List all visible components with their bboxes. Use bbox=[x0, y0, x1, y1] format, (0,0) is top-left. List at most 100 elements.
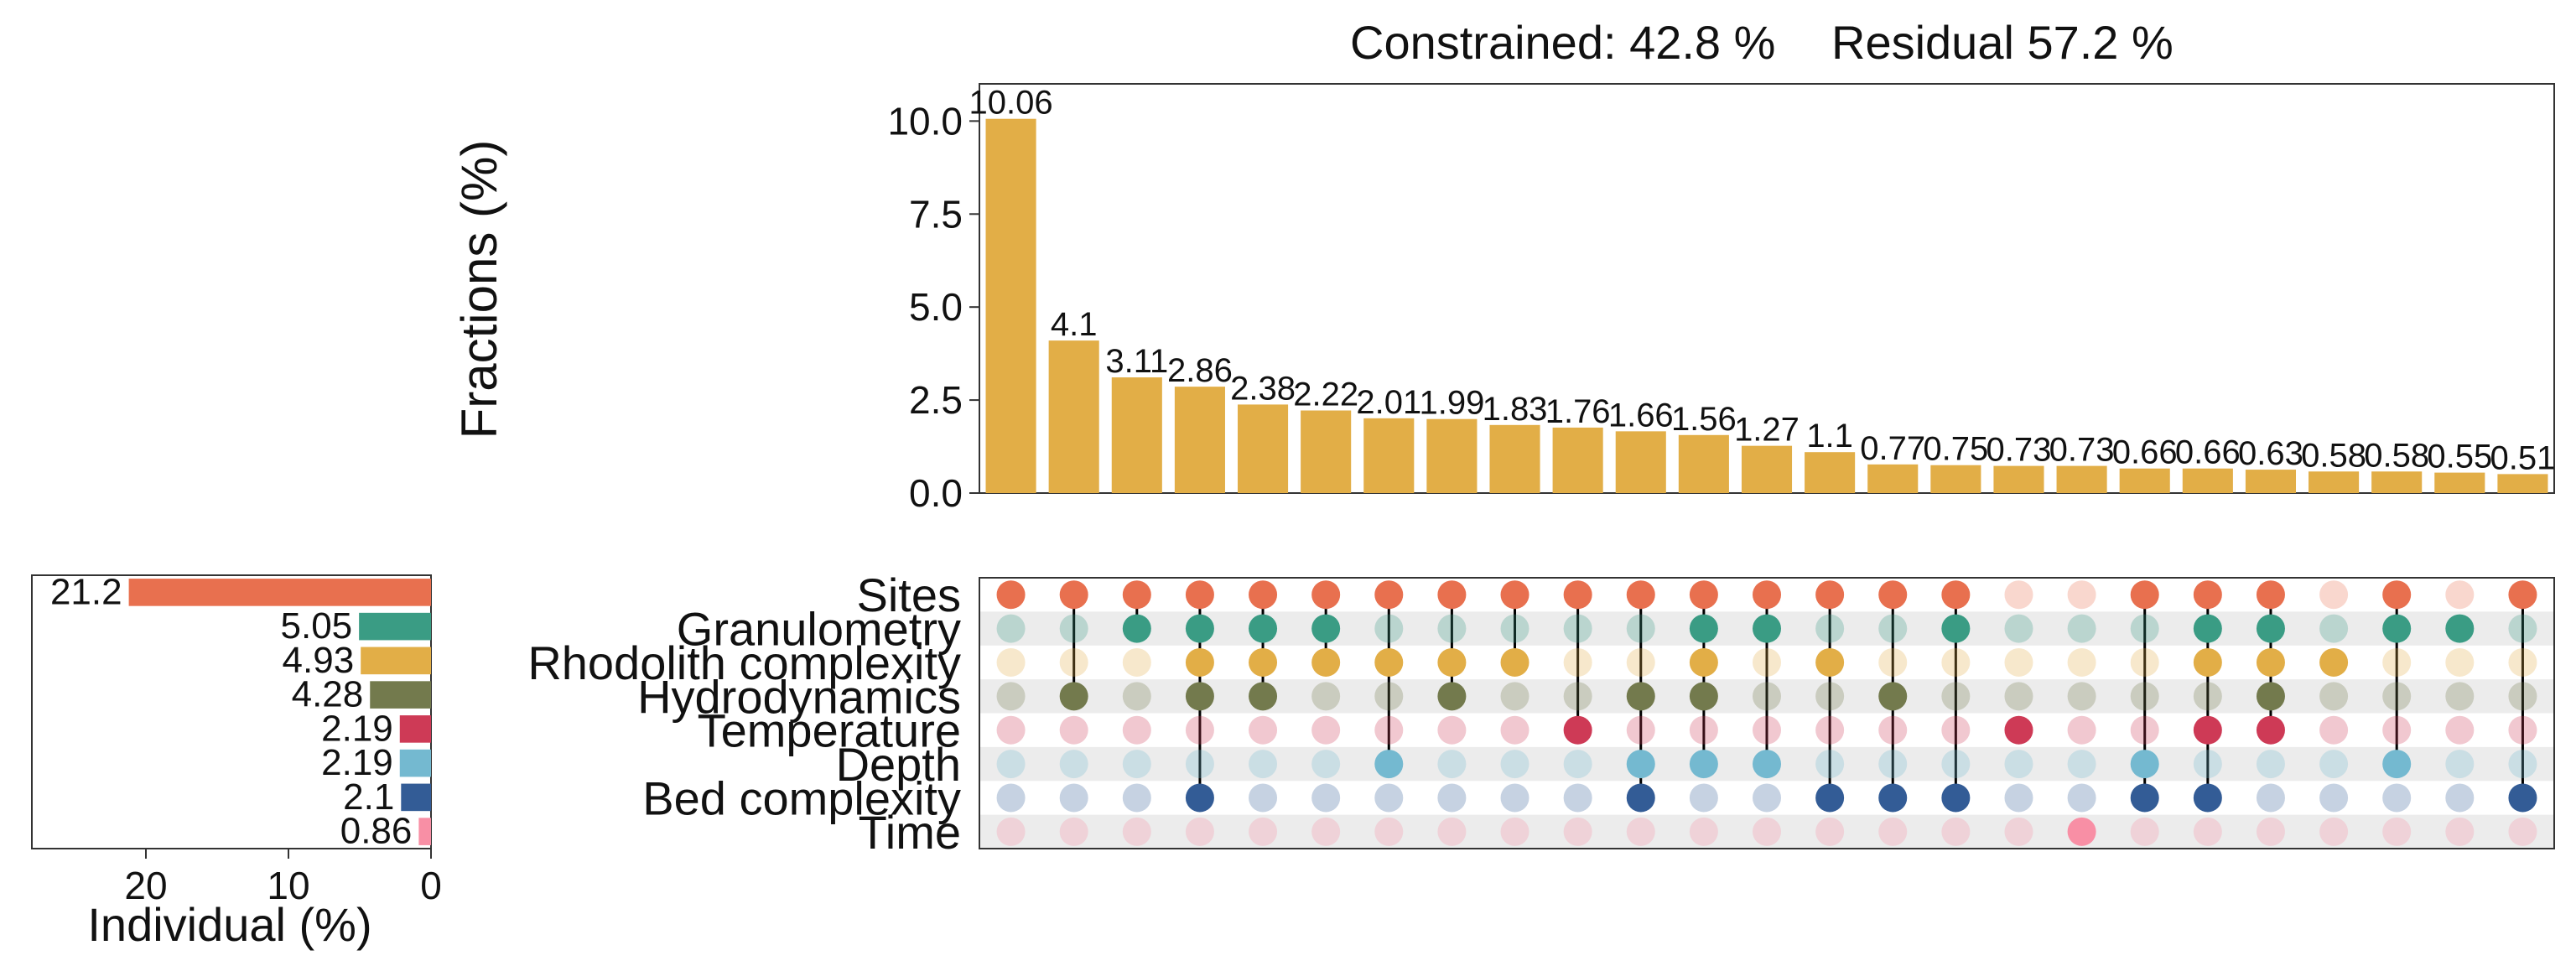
bar-value-label: 3.11 bbox=[1105, 343, 1168, 380]
dot-active bbox=[1059, 682, 1088, 711]
bar bbox=[1805, 452, 1856, 493]
dot-inactive bbox=[996, 750, 1026, 779]
dot-inactive bbox=[1122, 783, 1151, 813]
bar-value-label: 1.27 bbox=[1734, 412, 1800, 449]
dot-inactive bbox=[1753, 783, 1781, 813]
dot-inactive bbox=[2130, 715, 2159, 745]
dot-active bbox=[2256, 647, 2285, 677]
individual-bar-label: 5.05 bbox=[281, 605, 353, 647]
set-label: Granulometry bbox=[677, 603, 961, 656]
dot-active bbox=[2256, 715, 2285, 745]
dot-inactive bbox=[1941, 750, 1971, 779]
title-constrained: Constrained: 42.8 % bbox=[1350, 16, 1775, 69]
dot-inactive bbox=[2382, 783, 2412, 813]
dot-active bbox=[1185, 682, 1214, 711]
dot-inactive bbox=[1878, 817, 1908, 846]
dot-inactive bbox=[1815, 817, 1845, 846]
dot-inactive bbox=[1374, 614, 1404, 643]
dot-active bbox=[1878, 580, 1908, 610]
bar bbox=[2371, 471, 2423, 493]
bar bbox=[1552, 427, 1603, 493]
bar-value-label: 0.75 bbox=[1923, 431, 1988, 468]
dot-inactive bbox=[2319, 715, 2349, 745]
bar bbox=[1237, 404, 1289, 493]
individual-bar bbox=[359, 612, 431, 641]
dot-inactive bbox=[1815, 614, 1845, 643]
dot-inactive bbox=[2445, 817, 2475, 846]
dot-inactive bbox=[1563, 614, 1592, 643]
dot-inactive bbox=[1249, 750, 1278, 779]
dot-active bbox=[1374, 580, 1404, 610]
dot-inactive bbox=[2508, 647, 2537, 677]
bar bbox=[1930, 465, 1981, 493]
dot-inactive bbox=[1500, 783, 1530, 813]
dot-inactive bbox=[2130, 817, 2159, 846]
dot-active bbox=[1626, 750, 1655, 779]
individual-bar bbox=[128, 579, 431, 606]
dot-inactive bbox=[2445, 682, 2475, 711]
individual-bar bbox=[399, 749, 431, 777]
bar-value-label: 0.55 bbox=[2427, 439, 2492, 475]
dot-active bbox=[1941, 614, 1971, 643]
bar-ytick-label: 7.5 bbox=[909, 192, 963, 236]
dot-inactive bbox=[1815, 682, 1845, 711]
matrix-dots bbox=[996, 580, 2537, 846]
dot-inactive bbox=[1753, 715, 1781, 745]
bar-value-label: 0.73 bbox=[2049, 432, 2115, 469]
bar-ytick-label: 2.5 bbox=[909, 378, 963, 422]
dot-inactive bbox=[1311, 715, 1341, 745]
bar bbox=[2434, 472, 2485, 493]
bar-yticks: 0.0 2.5 5.0 7.5 10.0 bbox=[887, 99, 979, 515]
dot-active bbox=[1878, 783, 1908, 813]
dot-active bbox=[2382, 614, 2412, 643]
bar bbox=[1741, 445, 1793, 493]
bar bbox=[2056, 465, 2107, 493]
dot-active bbox=[1059, 580, 1088, 610]
bar-ytick-label: 5.0 bbox=[909, 285, 963, 329]
set-label: Time bbox=[859, 806, 961, 859]
dot-inactive bbox=[2067, 750, 2096, 779]
dot-active bbox=[1437, 647, 1467, 677]
individual-bar-label: 4.28 bbox=[292, 674, 364, 715]
dot-inactive bbox=[1753, 817, 1781, 846]
dot-inactive bbox=[1374, 783, 1404, 813]
dot-inactive bbox=[2508, 817, 2537, 846]
bar bbox=[1048, 340, 1099, 493]
dot-inactive bbox=[1563, 750, 1592, 779]
dot-active bbox=[1941, 580, 1971, 610]
dot-inactive bbox=[2130, 682, 2159, 711]
dot-active bbox=[1626, 682, 1655, 711]
dot-inactive bbox=[1689, 817, 1718, 846]
title-residual: Residual 57.2 % bbox=[1831, 16, 2174, 69]
dot-inactive bbox=[2004, 614, 2033, 643]
dot-inactive bbox=[2004, 682, 2033, 711]
bar-value-label: 1.76 bbox=[1545, 393, 1611, 430]
dot-active bbox=[1563, 715, 1592, 745]
dot-inactive bbox=[2004, 750, 2033, 779]
dot-inactive bbox=[1500, 715, 1530, 745]
bar bbox=[1363, 418, 1415, 493]
dot-active bbox=[1311, 647, 1341, 677]
bar-value-label: 1.1 bbox=[1806, 418, 1853, 454]
individual-bar bbox=[399, 715, 431, 743]
dot-inactive bbox=[2445, 647, 2475, 677]
dot-active bbox=[1689, 682, 1718, 711]
dot-active bbox=[2130, 783, 2159, 813]
bar bbox=[2497, 474, 2548, 493]
bar-labels: 10.06 4.13.112.862.382.222.011.991.831.76… bbox=[969, 85, 2556, 477]
dot-inactive bbox=[1374, 682, 1404, 711]
dot-inactive bbox=[996, 647, 1026, 677]
dot-inactive bbox=[1374, 715, 1404, 745]
dot-active bbox=[1753, 580, 1781, 610]
dot-active bbox=[1626, 580, 1655, 610]
dot-inactive bbox=[1185, 750, 1214, 779]
individual-bar bbox=[418, 818, 431, 845]
set-label: Bed complexity bbox=[642, 771, 961, 824]
dot-inactive bbox=[1815, 750, 1845, 779]
bar-value-label: 2.86 bbox=[1167, 352, 1233, 389]
individual-bar-label: 21.2 bbox=[50, 571, 122, 612]
dot-inactive bbox=[1941, 682, 1971, 711]
dot-inactive bbox=[1437, 783, 1467, 813]
